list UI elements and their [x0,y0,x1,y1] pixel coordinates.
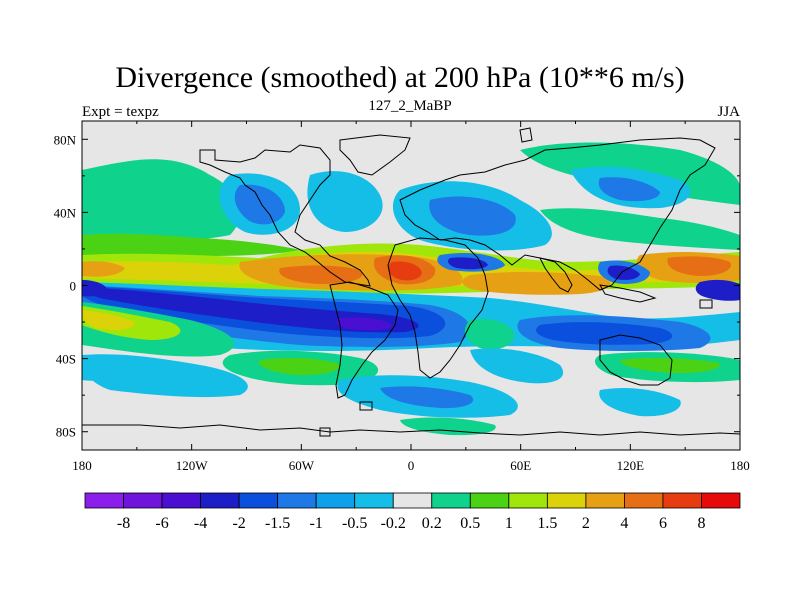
map-axes: 180 120W 60W 0 60E 120E 180 80N 40N 0 40S 80S [54,121,750,473]
colorbar-swatch [354,492,394,509]
contour-region-negative [82,364,120,381]
colorbar-label: 0.5 [460,515,480,532]
lon-tick-label: 60E [510,458,531,473]
lat-tick-label: 40N [54,205,77,220]
contour-region-negative [307,171,383,232]
contour-region-negative [599,388,681,417]
contour-region-positive [464,318,515,350]
colorbar-swatch [701,492,741,509]
contour-region-positive [388,261,422,281]
colorbar-swatch [123,492,163,509]
colorbar-label: 8 [697,515,705,532]
plot-title: Divergence (smoothed) at 200 hPa (10**6 … [115,61,685,94]
contour-region-negative [598,177,660,202]
colorbar-swatch [84,492,124,509]
contour-region-negative [82,354,248,398]
contour-region-negative [607,265,640,280]
coastline-island [519,127,533,143]
colorbar-label: -2 [232,515,245,532]
contour-region-positive [82,159,241,245]
colorbar-swatch [431,492,471,509]
colorbar-label: -1 [310,515,323,532]
lat-tick-label: 40S [56,352,76,367]
contour-region-positive [620,357,721,374]
contour-region-negative [448,257,488,270]
coastline-island [359,401,373,411]
lon-tick-label: 120W [176,458,209,473]
colorbar-swatch [392,492,433,509]
coastline-africa [387,237,489,379]
colorbar-label: 2 [582,515,590,532]
colorbar-swatch [238,492,279,509]
coastline-australia [599,334,673,386]
coastline-eurasia [399,137,716,291]
colorbar-label: -6 [155,515,168,532]
contour-region-negative [82,287,419,333]
contour-region-positive [82,310,135,330]
colorbar-label: 6 [659,515,667,532]
colorbar-swatch [624,492,664,509]
colorbar-swatch [662,492,702,509]
contour-field [82,142,740,436]
contour-region-negative [429,196,516,236]
coastline-north-america [199,144,371,287]
colorbar-swatch [277,492,317,509]
colorbar-swatch [546,492,587,509]
contour-region-negative [695,279,740,301]
contour-region-negative [536,322,673,345]
colorbar-swatch [585,492,625,509]
run-label: 127_2_MaBP [368,98,452,114]
colorbar: -8 -6 -4 -2 -1.5 -1 -0.5 -0.2 0.2 0.5 1 1.5 2 4 6 8 [84,492,741,532]
lon-tick-label: 120E [617,458,645,473]
coastline-maritime-continent [599,284,657,303]
lat-tick-label: 80S [56,425,76,440]
colorbar-label: 0.2 [422,515,442,532]
lon-tick-label: 60W [289,458,315,473]
colorbar-label: -4 [194,515,207,532]
colorbar-swatch [161,492,201,509]
colorbar-swatch [508,492,548,509]
colorbar-label: 1.5 [537,515,557,532]
contour-region-positive [82,261,125,277]
contour-region-positive [540,208,740,250]
colorbar-label: -8 [117,515,130,532]
contour-region-negative [336,317,392,331]
colorbar-label: -0.5 [342,515,367,532]
coastline-island [319,427,331,437]
coastline-island [699,299,713,309]
lon-tick-label: 0 [408,458,415,473]
coastline-india [539,257,573,293]
lat-tick-label: 80N [54,132,77,147]
contour-region-positive [667,256,731,276]
contour-region-negative [82,280,108,297]
colorbar-label: -0.2 [381,515,406,532]
experiment-label: Expt = texpz [82,104,159,120]
colorbar-label: 4 [620,515,628,532]
colorbar-swatch [315,492,356,509]
coastlines [82,127,740,437]
colorbar-swatch [200,492,240,509]
coastline-south-america [329,281,399,399]
coastline-greenland [339,134,411,176]
colorbar-label: -1.5 [265,515,290,532]
colorbar-label: 1 [505,515,513,532]
contour-region-negative [380,386,474,409]
contour-region-positive [259,357,341,376]
season-label: JJA [717,104,740,120]
colorbar-swatch [469,492,510,509]
lat-tick-label: 0 [70,279,77,294]
lon-tick-label: 180 [730,458,750,473]
contour-region-negative [234,184,285,225]
coastline-antarctica [82,424,740,436]
contour-region-positive [462,272,611,295]
contour-region-positive [82,233,300,258]
contour-region-negative [470,348,564,384]
lon-tick-label: 180 [72,458,92,473]
